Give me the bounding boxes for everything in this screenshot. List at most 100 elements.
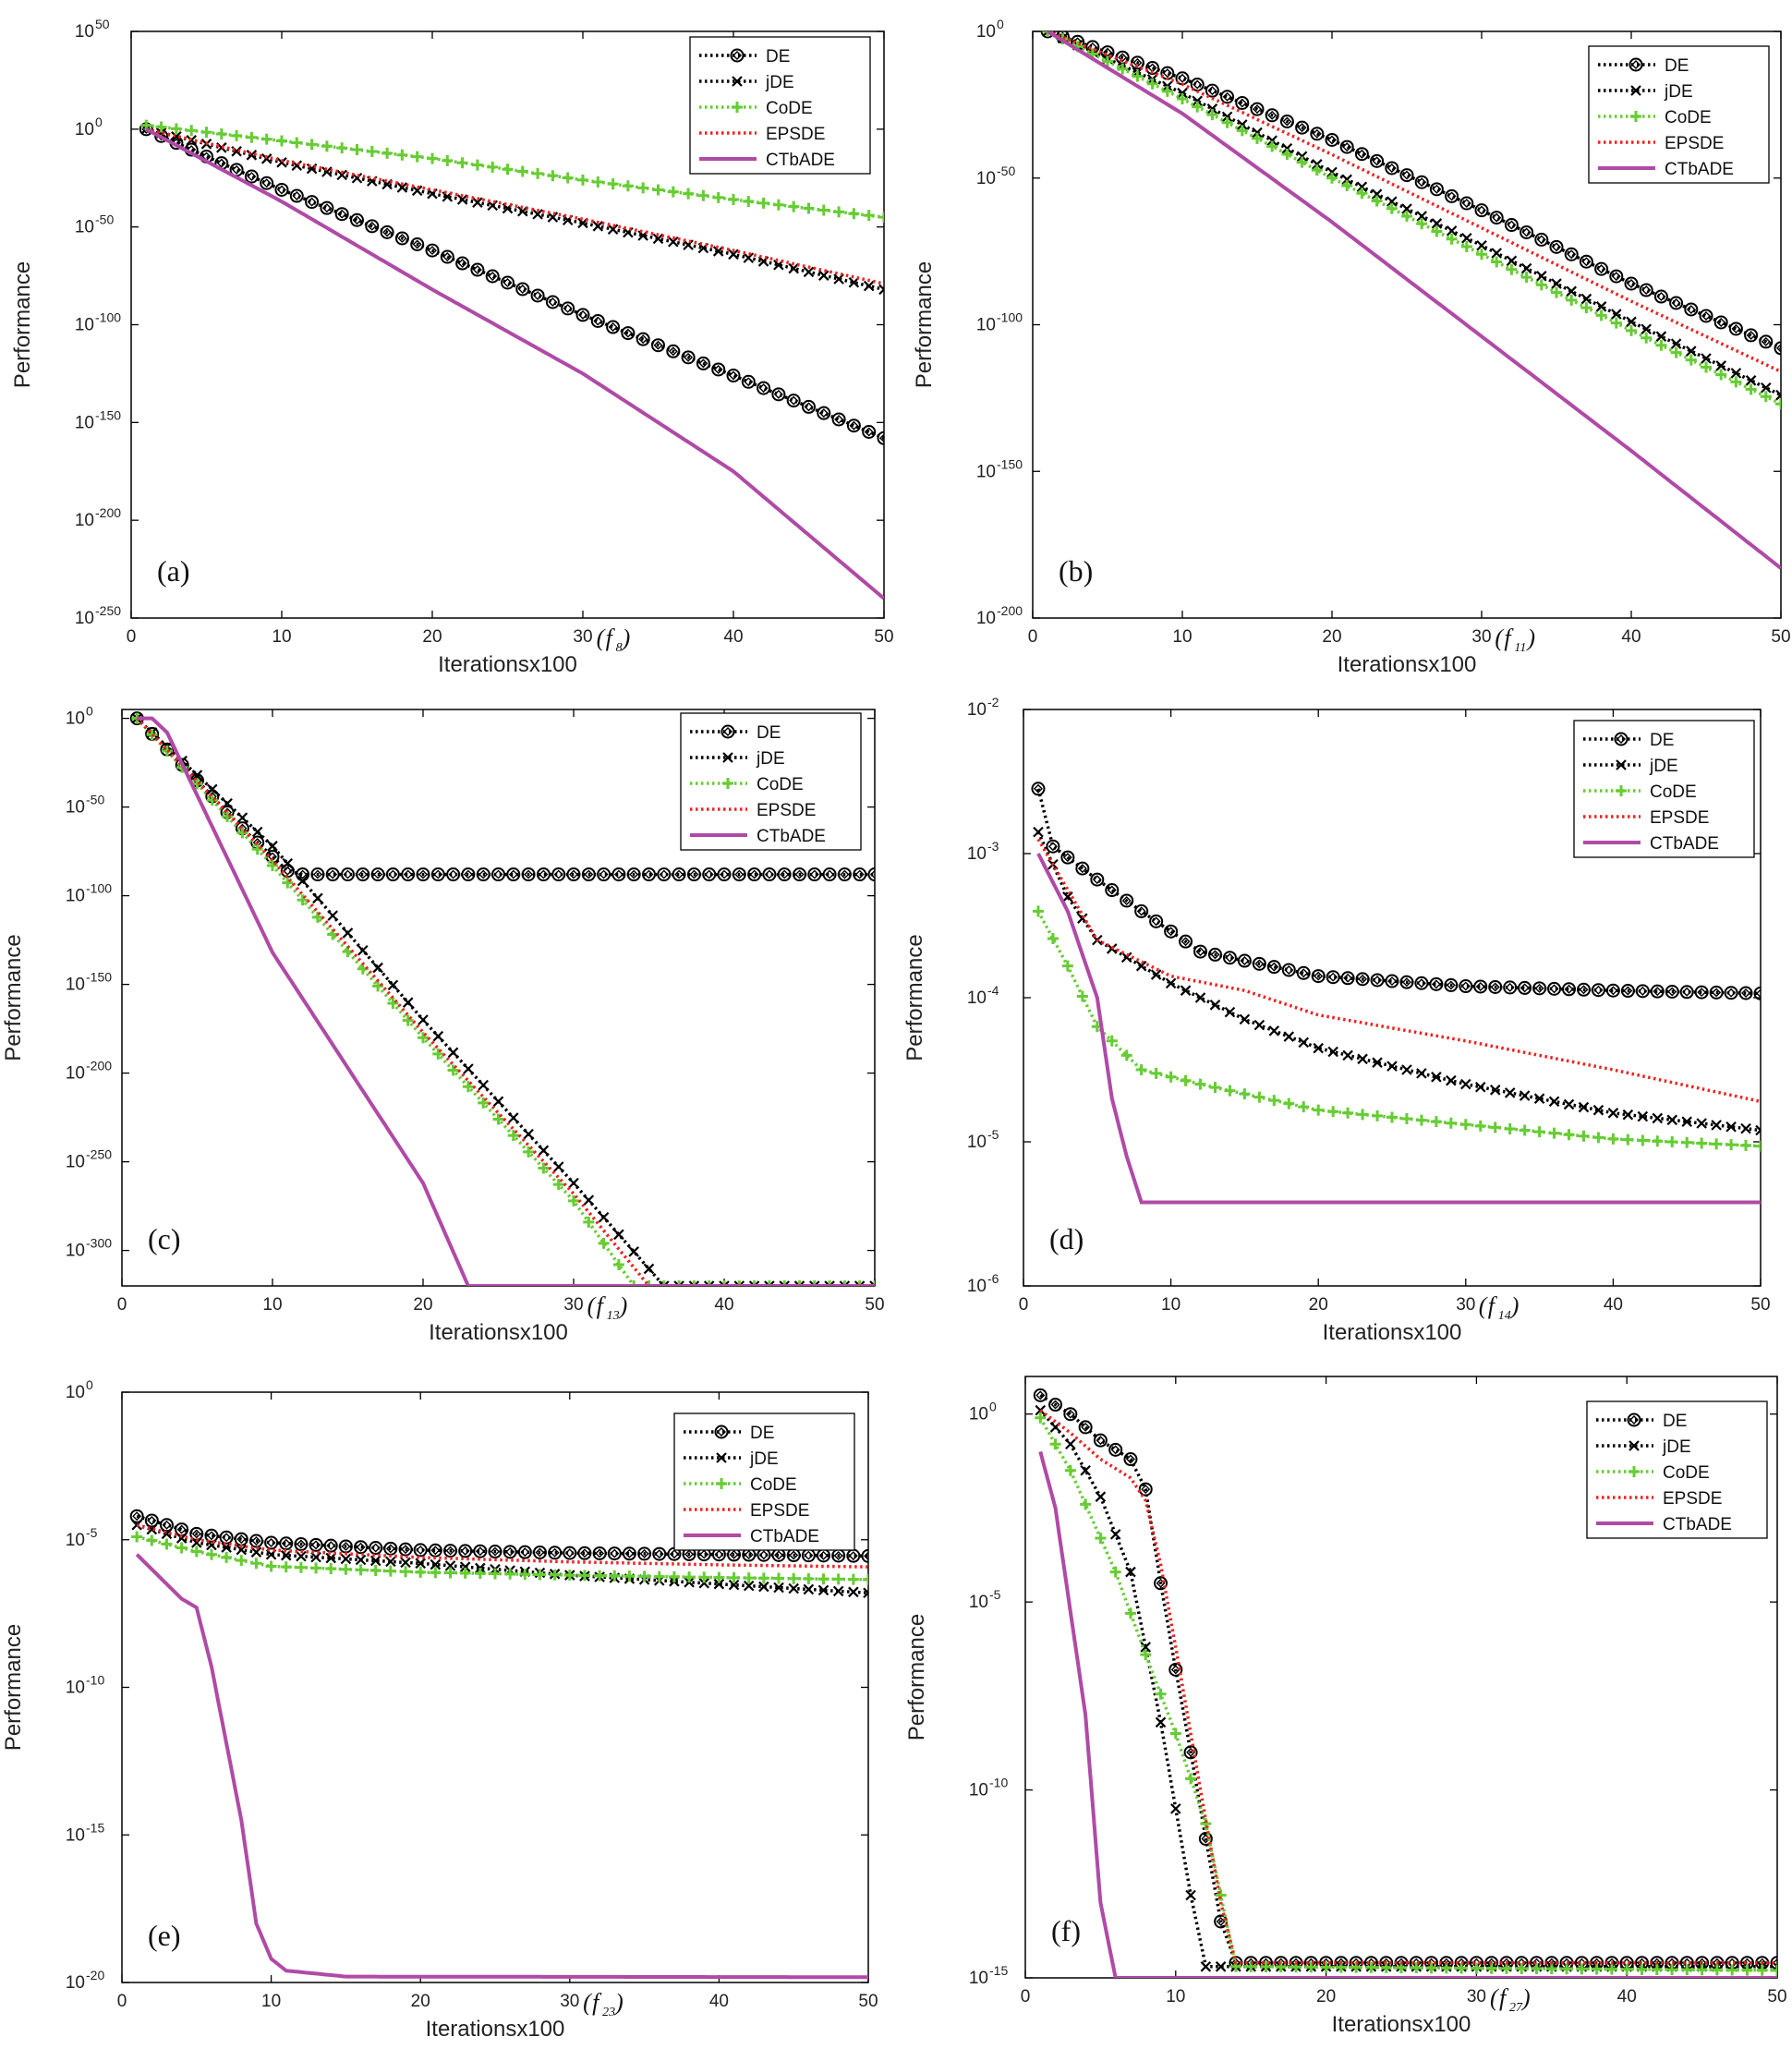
marker-de <box>410 237 425 252</box>
y-tick-label: 10 <box>969 1405 988 1425</box>
marker-de <box>1653 289 1668 304</box>
marker-de-inner <box>388 869 398 879</box>
marker-de <box>1665 984 1679 999</box>
marker-de-inner <box>1186 1747 1196 1757</box>
y-tick-label: 10 <box>976 609 996 628</box>
marker-de <box>1503 980 1518 995</box>
series-line-epsde <box>145 127 884 285</box>
marker-de-inner <box>870 869 875 879</box>
marker-de-inner <box>1372 156 1382 166</box>
marker-de-inner <box>613 869 624 879</box>
marker-jde <box>1125 1566 1136 1578</box>
marker-jde <box>1580 293 1592 305</box>
legend-entry-de: DE <box>1663 1412 1687 1431</box>
marker-code <box>1520 272 1532 284</box>
marker-de <box>1399 975 1414 989</box>
x-tick-label: 0 <box>127 627 137 647</box>
marker-de <box>1339 139 1354 154</box>
marker-de-inner <box>403 869 413 879</box>
marker-code <box>1275 1961 1287 1973</box>
marker-jde <box>342 928 354 939</box>
marker-de-inner <box>1162 68 1172 79</box>
marker-de <box>1684 302 1699 317</box>
marker-code <box>1607 1133 1619 1145</box>
marker-code <box>1531 1963 1543 1975</box>
marker-jde <box>1095 1491 1107 1502</box>
x-tick-label: 30 <box>560 1992 579 2011</box>
panel-label: (f) <box>1051 1914 1081 1947</box>
marker-de-inner <box>382 227 393 237</box>
marker-de-inner <box>789 395 799 406</box>
series-line-epsde <box>136 717 875 1286</box>
marker-de-inner <box>610 1548 620 1558</box>
marker-code <box>1061 960 1073 972</box>
marker-de <box>515 282 530 297</box>
marker-de <box>1265 108 1279 123</box>
marker-de <box>1048 1398 1063 1412</box>
legend-marker-jde <box>1630 85 1641 96</box>
y-tick-label: 10 <box>75 511 94 530</box>
marker-de-inner <box>794 869 805 879</box>
marker-de <box>672 867 686 882</box>
x-axis-label: Iterationsx100 <box>1323 1320 1462 1345</box>
marker-de <box>370 867 385 882</box>
marker-de-inner <box>1534 983 1544 993</box>
marker-code <box>1681 1964 1693 1976</box>
marker-de-inner <box>1477 205 1486 215</box>
marker-code <box>246 131 258 143</box>
marker-de-inner <box>493 869 503 879</box>
marker-de-inner <box>1608 986 1618 996</box>
marker-de <box>369 1541 383 1556</box>
marker-jde <box>411 185 423 197</box>
marker-de-inner <box>639 1548 649 1558</box>
marker-code <box>260 133 272 145</box>
marker-de <box>305 195 320 210</box>
marker-de <box>771 387 786 402</box>
marker-de-inner <box>1136 906 1146 916</box>
marker-de-inner <box>1237 98 1247 108</box>
y-tick-label: 10 <box>75 120 94 139</box>
marker-jde <box>1150 969 1162 980</box>
marker-de-inner <box>478 869 489 879</box>
y-tick-label: 10 <box>969 1969 988 1988</box>
function-label-subscript: 23 <box>602 2006 615 2019</box>
marker-de-inner <box>539 869 549 879</box>
marker-de-inner <box>669 1549 679 1559</box>
marker-jde <box>1237 119 1248 130</box>
marker-code <box>1651 1963 1663 1975</box>
marker-jde <box>1224 1006 1236 1018</box>
marker-de-inner <box>312 869 322 879</box>
marker-code <box>1372 1109 1384 1121</box>
marker-de-inner <box>668 346 678 357</box>
marker-jde <box>1386 196 1398 207</box>
marker-code <box>598 1237 610 1249</box>
marker-code <box>1305 1961 1317 1973</box>
marker-code <box>1371 195 1383 207</box>
marker-de <box>757 381 771 395</box>
marker-de-inner <box>563 303 573 313</box>
marker-jde <box>848 1586 859 1598</box>
y-tick-exponent: -50 <box>95 212 114 227</box>
marker-de-inner <box>1627 279 1636 289</box>
y-axis-label: Performance <box>904 1614 929 1740</box>
marker-jde <box>310 1551 321 1563</box>
x-tick-label: 20 <box>1309 1295 1328 1315</box>
marker-de <box>1774 341 1781 356</box>
marker-jde <box>1504 1087 1516 1098</box>
marker-de-inner <box>1282 116 1292 127</box>
marker-jde <box>1730 368 1742 379</box>
marker-de <box>532 1545 547 1559</box>
marker-de-inner <box>206 1531 216 1541</box>
marker-de-inner <box>1446 980 1456 990</box>
marker-code <box>1576 1963 1588 1975</box>
marker-jde <box>863 1587 868 1599</box>
marker-code <box>733 1280 745 1286</box>
function-label-name: f <box>592 1989 602 2016</box>
marker-jde <box>430 1558 442 1570</box>
marker-jde <box>161 1528 173 1540</box>
marker-code <box>1740 1139 1752 1151</box>
y-tick-exponent: -300 <box>86 1236 112 1251</box>
y-tick-label: 10 <box>66 709 85 729</box>
marker-jde <box>538 1145 550 1157</box>
legend-box <box>680 712 862 851</box>
